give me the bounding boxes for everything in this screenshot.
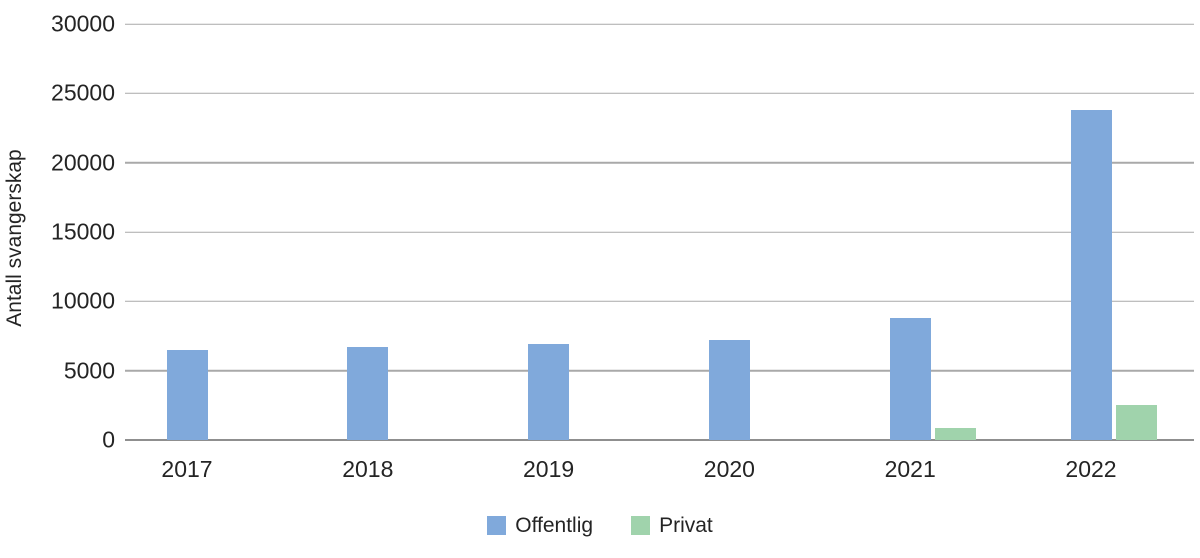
gridline-5000	[125, 369, 1194, 372]
legend-item-privat: Privat	[631, 515, 713, 536]
legend-label-privat: Privat	[659, 514, 713, 537]
x-label-2020: 2020	[703, 456, 755, 482]
x-label-2021: 2021	[884, 456, 936, 482]
x-axis-labels: 2017 2018 2019 2020 2021 2022	[125, 456, 1194, 487]
y-axis-tick-labels: 0 5000 10000 15000 20000 25000 30000	[0, 12, 115, 451]
legend-swatch-privat	[631, 516, 651, 535]
bar-privat-2021	[934, 427, 976, 440]
x-label-2019: 2019	[523, 456, 575, 482]
bar-offentlig-2019	[528, 344, 570, 440]
plot-area	[125, 23, 1194, 441]
y-tick-label-15000: 15000	[51, 218, 115, 245]
gridline-0	[125, 439, 1194, 441]
legend-swatch-offentlig	[487, 516, 507, 535]
bar-offentlig-2022	[1070, 109, 1112, 440]
y-tick-label-20000: 20000	[51, 149, 115, 176]
bar-offentlig-2018	[347, 347, 389, 440]
gridline-25000	[125, 92, 1194, 95]
gridline-20000	[125, 161, 1194, 164]
y-tick-label-0: 0	[102, 426, 115, 453]
bar-privat-2022	[1115, 405, 1157, 440]
gridline-30000	[125, 23, 1194, 25]
legend: Offentlig Privat	[0, 515, 1200, 536]
bars-layer	[125, 24, 1194, 440]
bar-offentlig-2017	[166, 349, 208, 440]
y-tick-label-10000: 10000	[51, 287, 115, 314]
legend-label-offentlig: Offentlig	[515, 514, 594, 537]
y-tick-label-25000: 25000	[51, 79, 115, 106]
legend-item-offentlig: Offentlig	[487, 515, 593, 536]
gridlines-layer	[125, 23, 1194, 441]
gridline-10000	[125, 300, 1194, 303]
y-tick-label-5000: 5000	[63, 357, 115, 384]
x-label-2022: 2022	[1065, 456, 1117, 482]
x-label-2017: 2017	[161, 456, 213, 482]
bar-offentlig-2021	[889, 317, 931, 440]
gridline-15000	[125, 231, 1194, 233]
x-label-2018: 2018	[342, 456, 394, 482]
bar-offentlig-2020	[708, 340, 750, 440]
y-tick-label-30000: 30000	[51, 10, 115, 37]
